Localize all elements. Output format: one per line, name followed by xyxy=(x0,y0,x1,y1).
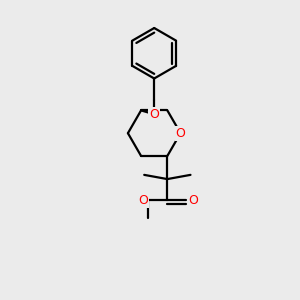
Text: O: O xyxy=(138,194,148,207)
Text: O: O xyxy=(149,108,159,121)
Text: O: O xyxy=(176,127,185,140)
Text: O: O xyxy=(189,194,199,207)
